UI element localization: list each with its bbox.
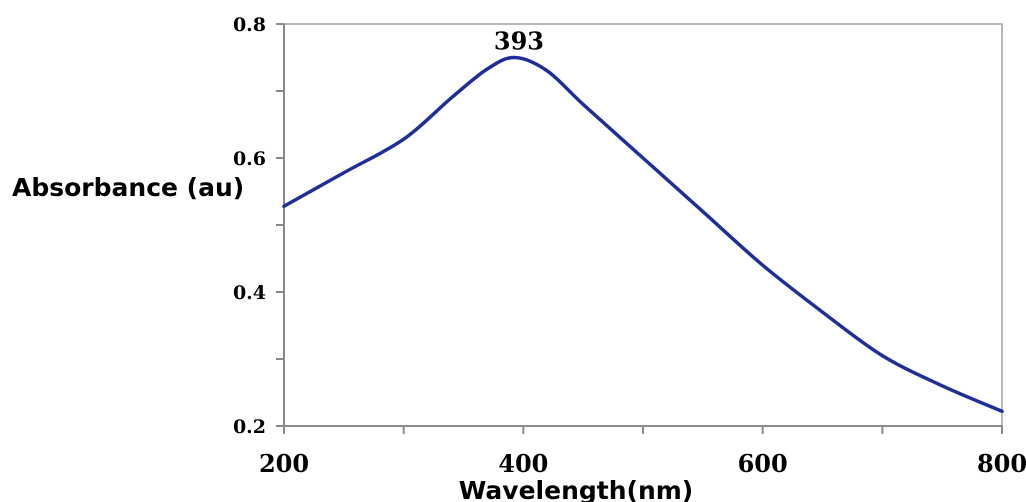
x-axis-ticks	[284, 426, 1002, 434]
plot-area	[284, 24, 1002, 426]
x-axis-title: Wavelength(nm)	[459, 476, 693, 502]
x-tick-label: 800	[977, 449, 1026, 478]
x-tick-label: 200	[259, 449, 309, 478]
x-tick-label: 600	[738, 449, 788, 478]
y-axis-title: Absorbance (au)	[12, 173, 244, 202]
y-tick-label: 0.4	[233, 282, 266, 304]
x-tick-label: 400	[498, 449, 548, 478]
y-axis-ticks	[276, 24, 284, 426]
y-tick-label: 0.6	[233, 148, 266, 170]
y-tick-label: 0.8	[233, 14, 266, 36]
y-tick-label: 0.2	[233, 416, 266, 438]
peak-annotation: 393	[494, 27, 544, 56]
x-axis-tick-labels: 200 400 600 800	[259, 449, 1026, 478]
y-axis-tick-labels: 0.2 0.4 0.6 0.8	[233, 14, 266, 438]
